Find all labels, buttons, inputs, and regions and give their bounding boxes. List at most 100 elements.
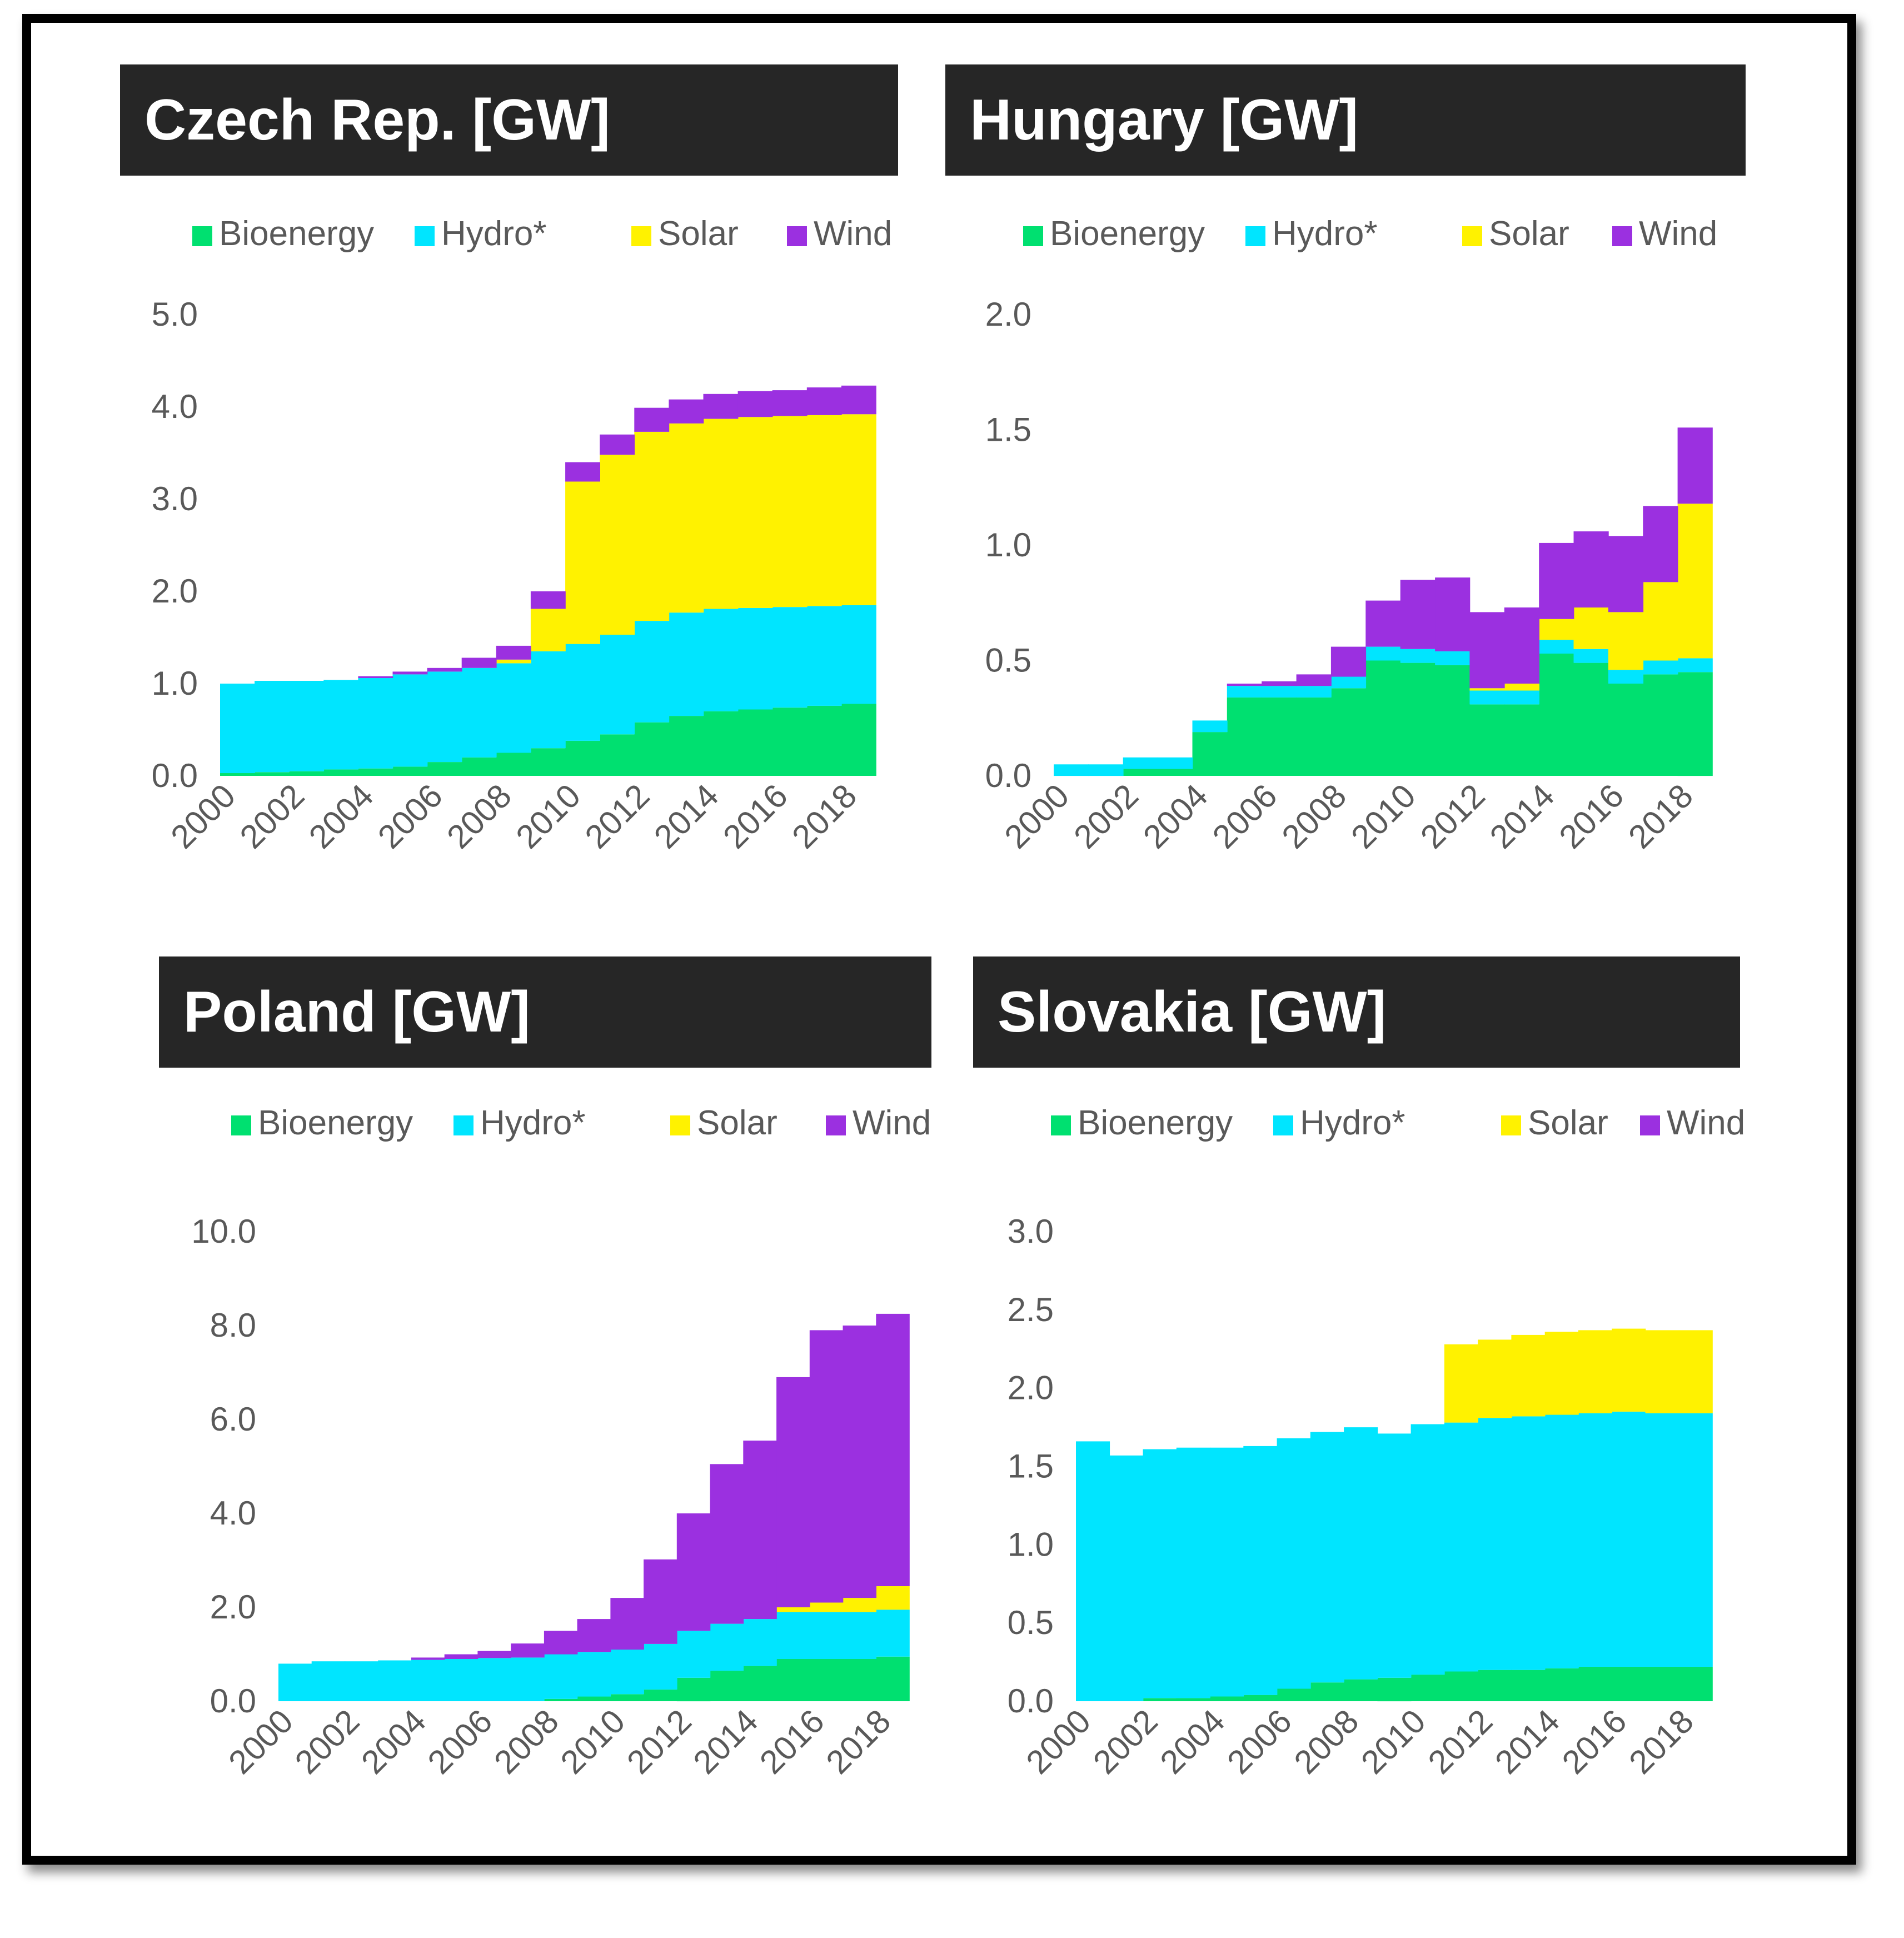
x-tick-label: 2018 <box>785 777 864 856</box>
y-tick-label: 4.0 <box>152 388 198 425</box>
y-tick-label: 1.5 <box>985 411 1031 449</box>
legend-swatch-bioenergy <box>1051 1115 1071 1135</box>
x-tick-label: 2012 <box>1413 777 1492 856</box>
area-segment-wind-2014 <box>743 1441 777 1620</box>
x-tick-label: 2010 <box>509 777 588 856</box>
area-segment-wind-2011 <box>1435 577 1471 651</box>
area-segment-wind-2007 <box>511 1643 545 1658</box>
area-segment-hydro-2001 <box>255 681 290 773</box>
x-tick-label: 2002 <box>1086 1702 1165 1781</box>
area-segment-bioenergy-2011 <box>1444 1671 1478 1701</box>
area-segment-hydro-2010 <box>1410 1424 1445 1675</box>
area-segment-bioenergy-2013 <box>1504 704 1539 776</box>
legend-swatch-bioenergy <box>192 226 212 246</box>
area-segment-wind-2016 <box>1608 536 1644 612</box>
area-segment-hydro-2000 <box>1054 764 1089 776</box>
area-segment-hydro-2014 <box>1539 640 1574 654</box>
area-segment-solar-2016 <box>809 1602 844 1612</box>
area-segment-wind-2016 <box>772 390 808 416</box>
legend-swatch-bioenergy <box>1023 226 1043 246</box>
area-segment-bioenergy-2003 <box>1158 769 1193 776</box>
area-segment-wind-2010 <box>565 462 600 482</box>
legend-swatch-hydro <box>1273 1115 1293 1135</box>
area-segment-bioenergy-2015 <box>1573 662 1609 776</box>
area-segment-wind-2012 <box>1469 612 1505 689</box>
area-segment-solar-2017 <box>843 1598 876 1612</box>
area-segment-bioenergy-2013 <box>710 1671 744 1701</box>
x-tick-label: 2008 <box>1287 1702 1366 1781</box>
area-segment-bioenergy-2015 <box>776 1659 810 1701</box>
area-segment-bioenergy-2012 <box>1478 1670 1512 1701</box>
area-segment-wind-2018 <box>841 385 876 415</box>
area-segment-wind-2012 <box>634 407 670 432</box>
area-segment-hydro-2008 <box>544 1654 578 1699</box>
area-segment-hydro-2012 <box>1469 690 1505 705</box>
legend-label: Hydro* <box>1300 1104 1405 1142</box>
area-segment-wind-2009 <box>530 591 566 609</box>
area-segment-wind-2010 <box>1400 580 1436 649</box>
x-tick-label: 2018 <box>1622 1702 1701 1781</box>
area-segment-bioenergy-2009 <box>530 748 566 776</box>
x-tick-label: 2002 <box>1066 777 1145 856</box>
area-segment-wind-2017 <box>843 1326 876 1598</box>
area-segment-wind-2006 <box>427 667 462 672</box>
legend-label: Bioenergy <box>1050 215 1205 253</box>
area-segment-wind-2004 <box>411 1657 445 1660</box>
area-segment-solar-2018 <box>1678 1330 1713 1413</box>
area-segment-wind-2004 <box>358 676 393 678</box>
y-tick-label: 0.0 <box>210 1682 256 1720</box>
area-segment-solar-2015 <box>1573 607 1609 649</box>
area-segment-hydro-2008 <box>1344 1427 1378 1680</box>
area-segment-bioenergy-2005 <box>392 766 428 776</box>
area-segment-wind-2008 <box>544 1631 578 1655</box>
area-segment-solar-2015 <box>1578 1330 1612 1413</box>
area-segment-hydro-2017 <box>806 606 842 706</box>
area-segment-bioenergy-2008 <box>496 753 531 776</box>
area-segment-wind-2011 <box>600 434 635 455</box>
x-tick-label: 2002 <box>233 777 312 856</box>
x-tick-label: 2012 <box>578 777 657 856</box>
x-tick-label: 2008 <box>487 1702 566 1781</box>
area-segment-hydro-2003 <box>323 680 359 770</box>
area-segment-bioenergy-2014 <box>703 711 739 776</box>
legend-label: Solar <box>658 215 739 253</box>
area-segment-solar-2013 <box>669 423 704 613</box>
x-tick-label: 2004 <box>354 1702 433 1781</box>
area-segment-solar-2018 <box>1677 504 1713 659</box>
area-segment-bioenergy-2003 <box>323 769 359 776</box>
area-segment-hydro-2011 <box>1444 1422 1478 1672</box>
legend-label: Bioenergy <box>1078 1104 1233 1142</box>
chart-title: Hungary [GW] <box>945 64 1746 176</box>
area-segment-wind-2005 <box>444 1654 479 1659</box>
x-tick-label: 2008 <box>1275 777 1354 856</box>
area-segment-solar-2016 <box>1608 612 1644 670</box>
x-tick-label: 2012 <box>1421 1702 1500 1781</box>
area-segment-wind-2017 <box>806 387 842 415</box>
area-segment-solar-2012 <box>1469 688 1505 691</box>
area-segment-hydro-2010 <box>565 644 600 741</box>
area-segment-bioenergy-2012 <box>1469 704 1505 776</box>
area-segment-solar-2017 <box>806 415 842 606</box>
y-tick-label: 0.5 <box>985 642 1031 679</box>
area-segment-bioenergy-2011 <box>1435 665 1471 776</box>
legend-label: Bioenergy <box>258 1104 413 1142</box>
x-tick-label: 2014 <box>1483 777 1562 856</box>
area-segment-hydro-2017 <box>1645 1413 1679 1667</box>
x-tick-label: 2014 <box>647 777 726 856</box>
x-tick-label: 2006 <box>371 777 450 856</box>
area-segment-hydro-2012 <box>634 621 670 723</box>
area-segment-solar-2017 <box>1643 582 1678 661</box>
x-tick-label: 2018 <box>819 1702 898 1781</box>
area-segment-wind-2005 <box>392 671 428 675</box>
area-segment-bioenergy-2014 <box>1544 1668 1579 1701</box>
area-segment-bioenergy-2016 <box>1608 684 1644 776</box>
area-segment-bioenergy-2013 <box>1511 1670 1546 1701</box>
area-segment-solar-2013 <box>1511 1334 1546 1417</box>
area-segment-hydro-2006 <box>1277 1438 1311 1689</box>
area-segment-wind-2016 <box>809 1330 844 1603</box>
area-segment-solar-2012 <box>634 431 670 621</box>
area-segment-bioenergy-2013 <box>669 716 704 776</box>
area-segment-hydro-2004 <box>1192 720 1228 733</box>
chart-title: Slovakia [GW] <box>973 956 1740 1068</box>
area-segment-hydro-2018 <box>841 605 876 704</box>
